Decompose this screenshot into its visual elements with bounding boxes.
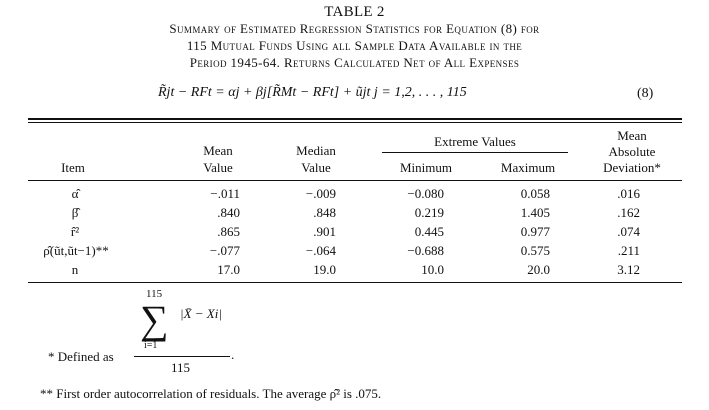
footnote-autocorrelation: ** First order autocorrelation of residu…: [40, 386, 382, 401]
regression-equation: R̃jt − RFt = αj + βj[R̃Mt − RFt] + ũjt j…: [158, 85, 467, 100]
table-cell-item: α̂: [71, 186, 79, 201]
table-cell-mean: .865: [217, 224, 240, 239]
top-rule: [28, 118, 682, 120]
table-cell-max: 20.0: [527, 262, 550, 277]
table-number: TABLE 2: [324, 4, 385, 20]
header-extreme-values: Extreme Values: [434, 134, 516, 149]
header-rule: [28, 180, 682, 181]
table-cell-min: 0.219: [414, 205, 444, 220]
table-cell-min: −0.080: [407, 186, 444, 201]
table-cell-min: 0.445: [414, 224, 444, 239]
table-cell-mad: .016: [617, 186, 640, 201]
table-cell-mean: −.077: [209, 243, 240, 258]
table-cell-max: 0.058: [520, 186, 550, 201]
header-mad-3: Deviation*: [603, 160, 661, 175]
top-rule-thin: [28, 122, 682, 123]
caption-line-2: 115 Mutual Funds Using all Sample Data A…: [186, 38, 523, 53]
table-cell-max: 1.405: [520, 205, 550, 220]
footnote-period: .: [231, 347, 235, 362]
table-cell-mean: .840: [217, 205, 240, 220]
header-mad-1: Mean: [617, 128, 647, 143]
table-cell-max: 0.575: [520, 243, 550, 258]
sum-upper-limit: 115: [146, 288, 163, 300]
table-cell-item: ρ̂(ũt,ũt−1)**: [43, 243, 109, 258]
header-mad-2: Absolute: [608, 144, 656, 159]
footnote-defined-as: * Defined as: [48, 349, 114, 364]
table-cell-mean: −.011: [210, 186, 240, 201]
table-cell-median: −.064: [305, 243, 336, 258]
sum-denominator: 115: [171, 360, 191, 375]
table-cell-mean: 17.0: [217, 262, 240, 277]
table-cell-min: 10.0: [421, 262, 444, 277]
caption-line-1: Summary of Estimated Regression Statisti…: [169, 21, 540, 36]
table-cell-item: r̂²: [70, 224, 80, 239]
table-cell-min: −0.688: [407, 243, 444, 258]
sum-term: |X̄ − Xi|: [180, 306, 222, 321]
extreme-values-rule: [382, 152, 568, 153]
table-cell-mad: 3.12: [617, 262, 640, 277]
table-cell-item: n: [71, 262, 79, 277]
table-cell-median: .848: [313, 205, 336, 220]
equation-number: (8): [637, 86, 654, 101]
table-cell-max: 0.977: [520, 224, 550, 239]
header-minimum: Minimum: [399, 160, 452, 175]
header-median-1: Median: [296, 143, 336, 158]
bottom-rule: [28, 282, 682, 283]
table-cell-mad: .211: [617, 243, 640, 258]
header-mean-2: Value: [203, 160, 233, 175]
header-maximum: Maximum: [500, 160, 556, 175]
caption-line-3: Period 1945-64. Returns Calculated Net o…: [189, 55, 520, 70]
table-cell-median: −.009: [305, 186, 336, 201]
table-cell-mad: .074: [617, 224, 640, 239]
header-mean-1: Mean: [203, 143, 233, 158]
table-cell-median: 19.0: [313, 262, 336, 277]
header-item: Item: [61, 160, 85, 175]
fraction-bar: [134, 356, 230, 357]
header-median-2: Value: [301, 160, 331, 175]
summation-icon: ∑: [140, 297, 169, 342]
table-cell-mad: .162: [617, 205, 640, 220]
table-cell-item: β̂: [71, 205, 79, 220]
table-cell-median: .901: [313, 224, 336, 239]
sum-lower-limit: i=1: [144, 340, 158, 351]
